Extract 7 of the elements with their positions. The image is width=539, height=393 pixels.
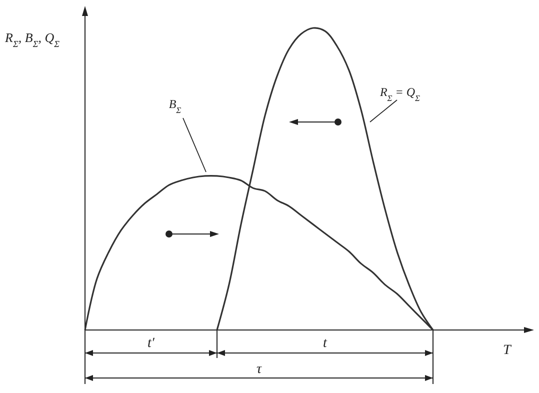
series-label: R$_{Σ}$ = Q$_{Σ}$: [378, 85, 420, 102]
text: t: [323, 336, 328, 351]
text: B$_{Σ}$: [168, 97, 182, 114]
y-axis-title: R$_{Σ}$, B$_{Σ}$, Q$_{Σ}$: [4, 30, 60, 49]
text: t′: [148, 336, 156, 351]
text: τ: [256, 362, 262, 377]
x-axis-title: T: [503, 343, 512, 358]
